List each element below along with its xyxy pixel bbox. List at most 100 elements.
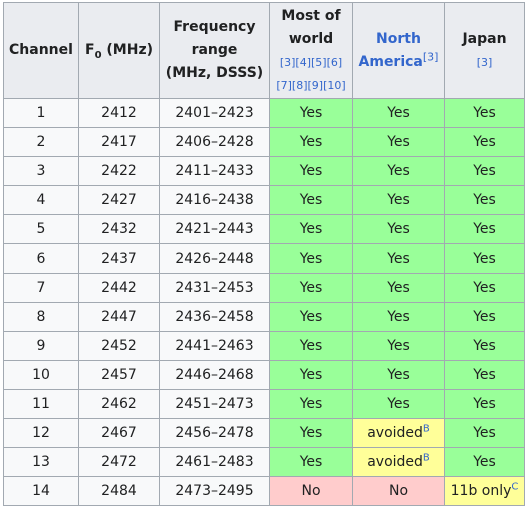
f0-cell-text: 2437 <box>101 250 137 267</box>
table-row: 2 2417 2406–2428 Yes Yes Yes <box>3 127 525 158</box>
f0-cell-text: 2447 <box>101 308 137 325</box>
north-america-link[interactable]: North <box>376 30 421 47</box>
channel-cell: 4 <box>3 185 79 216</box>
f0-cell-text: 2462 <box>101 395 137 412</box>
f0-cell: 2427 <box>78 185 160 216</box>
japan-cell-text: Yes <box>473 366 496 383</box>
japan-cell: Yes <box>444 97 525 129</box>
frequency-range-cell: 2406–2428 <box>159 127 270 158</box>
note-reference[interactable]: B <box>422 423 430 435</box>
japan-cell: Yes <box>444 359 525 390</box>
north-america-link-line2[interactable]: America <box>358 53 423 70</box>
japan-cell-text: Yes <box>473 337 496 354</box>
f0-cell: 2462 <box>78 388 160 420</box>
f0-cell-text: 2432 <box>101 221 137 238</box>
header-world-refs-2[interactable]: [7][8][9][10] <box>276 78 346 92</box>
header-japan-ref[interactable]: [3] <box>476 55 493 69</box>
most-of-world-cell-text: Yes <box>299 163 323 180</box>
channel-cell: 7 <box>3 272 79 303</box>
japan-cell: Yes <box>444 127 525 158</box>
f0-cell: 2412 <box>78 97 160 129</box>
japan-cell: Yes <box>444 272 525 303</box>
north-america-cell: Yes <box>352 388 445 420</box>
north-america-cell-text: Yes <box>387 308 410 325</box>
table-row: 3 2422 2411–2433 Yes Yes Yes <box>3 156 525 187</box>
header-freq-line3: (MHz, DSSS) <box>165 65 264 81</box>
frequency-range-cell-text: 2451–2473 <box>175 395 254 412</box>
frequency-range-cell-text: 2473–2495 <box>175 483 254 500</box>
table-row: 13 2472 2461–2483 Yes avoidedB Yes <box>3 447 525 478</box>
frequency-range-cell-text: 2461–2483 <box>175 454 254 471</box>
frequency-range-cell: 2446–2468 <box>159 359 270 390</box>
frequency-range-cell-text: 2441–2463 <box>175 337 254 354</box>
note-reference[interactable]: C <box>511 481 519 493</box>
channel-cell-text: 4 <box>36 192 46 209</box>
frequency-range-cell: 2401–2423 <box>159 97 270 129</box>
japan-cell-text: Yes <box>473 192 496 209</box>
frequency-range-cell: 2431–2453 <box>159 272 270 303</box>
channel-cell: 1 <box>3 97 79 129</box>
frequency-range-cell: 2426–2448 <box>159 243 270 274</box>
most-of-world-cell: Yes <box>269 97 353 129</box>
f0-cell-text: 2467 <box>101 425 137 442</box>
header-f0-unit: (MHz) <box>101 42 153 58</box>
japan-cell-text: Yes <box>473 250 496 267</box>
most-of-world-cell-text: Yes <box>299 395 323 412</box>
north-america-cell: avoidedB <box>352 447 445 478</box>
japan-cell: Yes <box>444 330 525 361</box>
header-north-america: North America[3] <box>352 2 445 99</box>
f0-cell-text: 2442 <box>101 279 137 296</box>
channel-cell-text: 5 <box>36 221 46 238</box>
north-america-cell: avoidedB <box>352 418 445 449</box>
japan-cell-text: Yes <box>473 221 496 238</box>
most-of-world-cell: Yes <box>269 185 353 216</box>
japan-cell-text: 11b only <box>450 483 512 500</box>
f0-cell-text: 2422 <box>101 163 137 180</box>
japan-cell-text: Yes <box>473 395 496 412</box>
most-of-world-cell: Yes <box>269 359 353 390</box>
most-of-world-cell-text: Yes <box>299 105 323 122</box>
frequency-range-cell: 2456–2478 <box>159 418 270 449</box>
most-of-world-cell-text: Yes <box>299 308 323 325</box>
most-of-world-cell-text: Yes <box>299 337 323 354</box>
channel-cell-text: 3 <box>36 163 46 180</box>
table-row: 1 2412 2401–2423 Yes Yes Yes <box>3 97 525 129</box>
frequency-range-cell: 2436–2458 <box>159 301 270 332</box>
channel-cell: 9 <box>3 330 79 361</box>
north-america-cell: Yes <box>352 330 445 361</box>
most-of-world-cell: Yes <box>269 388 353 420</box>
north-america-cell: Yes <box>352 185 445 216</box>
most-of-world-cell: Yes <box>269 156 353 187</box>
most-of-world-cell: Yes <box>269 127 353 158</box>
japan-cell-text: Yes <box>473 279 496 296</box>
table-row: 11 2462 2451–2473 Yes Yes Yes <box>3 388 525 420</box>
frequency-range-cell-text: 2446–2468 <box>175 366 254 383</box>
most-of-world-cell-text: Yes <box>299 279 323 296</box>
frequency-range-cell-text: 2431–2453 <box>175 279 254 296</box>
most-of-world-cell-text: Yes <box>299 192 323 209</box>
f0-cell: 2422 <box>78 156 160 187</box>
channel-table: Channel F0 (MHz) Frequency range (MHz, D… <box>3 2 525 506</box>
most-of-world-cell-text: Yes <box>299 250 323 267</box>
channel-cell-text: 2 <box>36 134 46 151</box>
frequency-range-cell-text: 2426–2448 <box>175 250 254 267</box>
frequency-range-cell: 2461–2483 <box>159 447 270 478</box>
channel-cell: 11 <box>3 388 79 420</box>
most-of-world-cell-text: Yes <box>299 366 323 383</box>
japan-cell: Yes <box>444 447 525 478</box>
header-world-refs-1[interactable]: [3][4][5][6] <box>279 55 343 69</box>
note-reference[interactable]: B <box>422 452 430 464</box>
header-row: Channel F0 (MHz) Frequency range (MHz, D… <box>3 2 525 99</box>
north-america-cell-text: avoided <box>367 454 423 471</box>
f0-cell-text: 2472 <box>101 454 137 471</box>
f0-cell-text: 2457 <box>101 366 137 383</box>
f0-cell: 2442 <box>78 272 160 303</box>
header-channel-label: Channel <box>9 42 73 58</box>
north-america-cell-text: Yes <box>387 221 410 238</box>
header-na-ref[interactable]: [3] <box>422 49 439 63</box>
f0-cell-text: 2484 <box>101 483 137 500</box>
japan-cell: Yes <box>444 185 525 216</box>
north-america-cell: Yes <box>352 97 445 129</box>
north-america-cell: Yes <box>352 301 445 332</box>
japan-cell: Yes <box>444 243 525 274</box>
